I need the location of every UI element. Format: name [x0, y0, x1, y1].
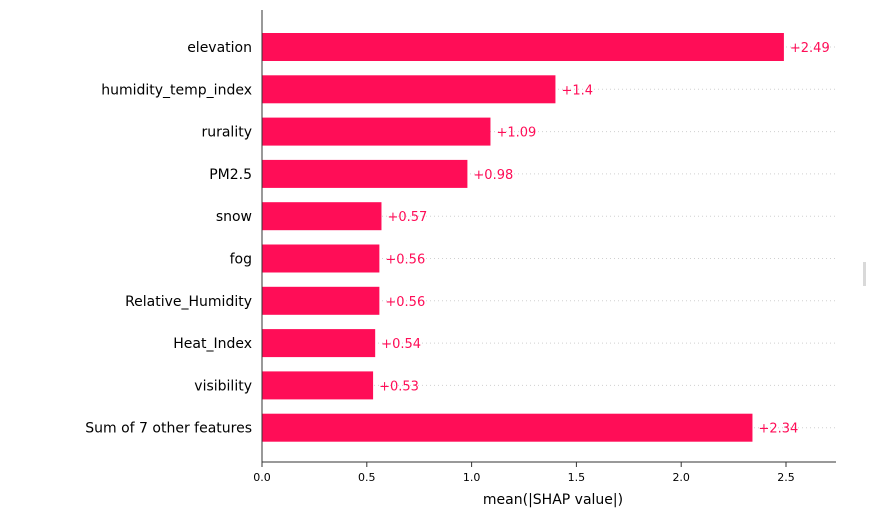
value-label: +1.09	[496, 126, 536, 141]
value-labels: +2.49 +1.4 +1.09 +0.98 +0.57 +0.56 +0.56 +0.54 +…	[379, 41, 830, 437]
value-label: +2.34	[758, 422, 798, 437]
feature-label: Relative_Humidity	[125, 294, 252, 310]
x-tick-label: 0.0	[253, 471, 271, 484]
bar-3	[262, 159, 468, 188]
value-label: +0.56	[385, 295, 425, 310]
feature-label: rurality	[201, 125, 252, 141]
x-tick-label: 0.5	[358, 471, 376, 484]
x-axis-title: mean(|SHAP value|)	[483, 492, 623, 508]
bar-8	[262, 371, 374, 400]
feature-label: visibility	[194, 378, 252, 394]
x-tick-label: 2.5	[777, 471, 795, 484]
bars	[262, 33, 784, 442]
feature-label: Sum of 7 other features	[85, 421, 252, 437]
bar-7	[262, 329, 376, 358]
value-label: +2.49	[790, 41, 830, 56]
value-label: +0.57	[387, 210, 427, 225]
bar-0	[262, 33, 784, 61]
bar-6	[262, 286, 380, 315]
feature-label: Heat_Index	[173, 336, 252, 352]
bar-4	[262, 202, 382, 231]
value-label: +0.98	[473, 168, 513, 183]
value-label: +0.56	[385, 253, 425, 268]
value-label: +1.4	[561, 83, 593, 98]
feature-label: fog	[230, 252, 252, 268]
feature-label: elevation	[187, 40, 252, 56]
value-label: +0.54	[381, 337, 421, 352]
value-label: +0.53	[379, 379, 419, 394]
feature-labels: elevation humidity_temp_index rurality PM2.…	[85, 40, 252, 437]
x-tick-label: 1.5	[568, 471, 586, 484]
x-tick-label: 2.0	[672, 471, 690, 484]
x-axis-ticks: 0.0 0.5 1.0 1.5 2.0 2.5	[253, 462, 795, 484]
feature-label: snow	[216, 209, 252, 225]
x-tick-label: 1.0	[463, 471, 481, 484]
grid-lines	[262, 46, 836, 429]
feature-label: humidity_temp_index	[101, 82, 252, 98]
bar-5	[262, 244, 380, 273]
bar-9	[262, 413, 753, 442]
feature-label: PM2.5	[209, 167, 252, 183]
bar-2	[262, 117, 491, 146]
scrollbar-stub	[863, 262, 866, 286]
bar-1	[262, 75, 556, 104]
